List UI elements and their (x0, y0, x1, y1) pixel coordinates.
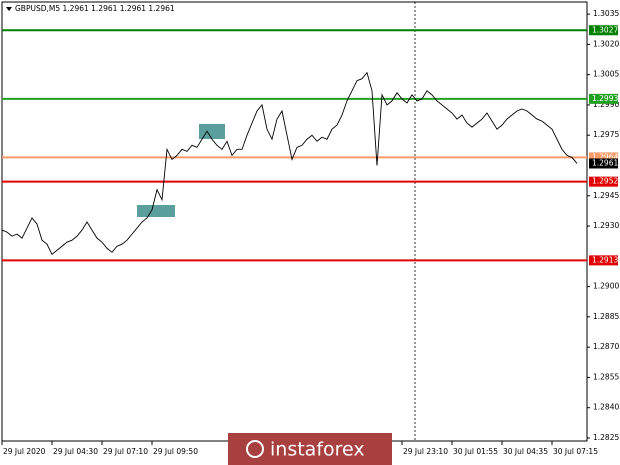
y-tick-label: 1.3035 (593, 9, 619, 18)
x-tick-label: 30 Jul 04:35 (503, 447, 548, 456)
level-label: 1.2952 (592, 177, 618, 186)
level-label: 1.2993 (592, 94, 618, 103)
level-label-bg (589, 255, 618, 266)
chart-title: GBPUSD,M5 1.2961 1.2961 1.2961 1.2961 (15, 4, 175, 13)
y-tick-label: 1.2930 (593, 221, 619, 230)
price-label-bg (589, 158, 618, 169)
x-tick-label: 29 Jul 23:10 (403, 447, 448, 456)
y-tick-label: 1.2900 (593, 282, 619, 291)
y-tick-label: 1.2870 (593, 342, 619, 351)
y-tick-label: 1.2990 (593, 100, 619, 109)
level-label: 1.2913 (592, 255, 618, 264)
price-label: 1.2961 (592, 158, 618, 167)
level-label-bg (589, 25, 618, 36)
x-tick-label: 30 Jul 01:55 (453, 447, 498, 456)
y-tick-label: 1.2885 (593, 312, 619, 321)
menu-arrow (6, 7, 12, 11)
marks: 1.3035 1.3020 1.3005 1.2990 1.2975 1.2945 1.29… (1, 9, 619, 456)
watermark-box (228, 433, 392, 465)
y-tick-label: 1.3020 (593, 39, 619, 48)
y-tick-label: 1.2825 (593, 433, 619, 442)
level-label: 1.3027 (592, 25, 618, 34)
y-tick-label: 1.2855 (593, 372, 619, 381)
price-line (1, 71, 578, 256)
watermark-icon (246, 440, 264, 458)
level-label-bg (589, 152, 618, 163)
level-label-bg (589, 176, 618, 187)
x-tick-label: 29 Jul 04:30 (53, 447, 98, 456)
level-label: 1.2964 (592, 152, 618, 161)
x-tick-label: 29 Jul 07:10 (103, 447, 148, 456)
level-label-bg (589, 93, 618, 104)
zone-box (137, 205, 175, 217)
watermark: instaforex (270, 439, 365, 461)
y-tick-label: 1.2840 (593, 403, 619, 412)
y-tick-label: 1.3005 (593, 70, 619, 79)
x-tick-label: 29 Jul 2020 (3, 447, 46, 456)
zone-box (199, 124, 225, 139)
plot-frame (1, 1, 588, 442)
x-tick-label: 29 Jul 09:50 (153, 447, 198, 456)
y-tick-label: 1.2975 (593, 130, 619, 139)
x-tick-label: 30 Jul 07:15 (553, 447, 598, 456)
y-tick-label: 1.2945 (593, 191, 619, 200)
